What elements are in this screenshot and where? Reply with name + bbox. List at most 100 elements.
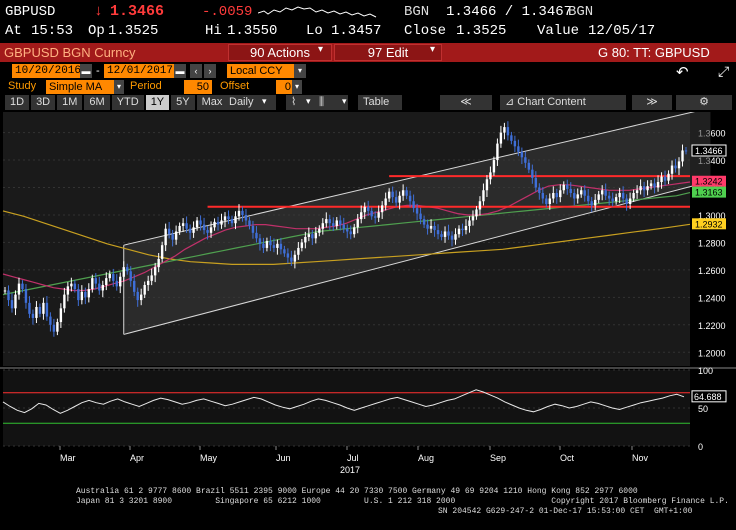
candle-chart-icon[interactable]: ⫼ <box>314 95 348 110</box>
price-chart[interactable]: 1.36001.34001.32001.30001.28001.26001.24… <box>0 112 736 490</box>
candle-body <box>223 216 227 221</box>
undo-icon[interactable]: ↶ <box>676 64 689 81</box>
offset-input[interactable]: 0 <box>276 80 294 94</box>
zoom-icon[interactable]: ⤢ <box>718 63 730 79</box>
expand-right-icon[interactable]: ≫ <box>632 95 672 110</box>
candle-body <box>670 165 674 174</box>
edit-menu-button[interactable]: 97 Edit <box>334 44 442 61</box>
frequency-select[interactable]: Daily <box>224 95 276 110</box>
study-dropdown-icon[interactable]: ▾ <box>114 80 124 94</box>
candle-body <box>80 291 84 301</box>
range-button-1y[interactable]: 1Y <box>145 95 170 110</box>
candle-body <box>639 186 642 191</box>
candle-body <box>77 289 80 301</box>
year-label: 2017 <box>340 465 360 475</box>
price-tick-label: 1.2400 <box>698 293 726 303</box>
candle-body <box>188 228 192 233</box>
candle-body <box>28 302 31 314</box>
period-label: Period <box>130 80 162 92</box>
candle-body <box>171 234 174 240</box>
close-price: 1.3525 <box>456 23 507 39</box>
candle-body <box>506 127 510 136</box>
end-date-field[interactable]: 12/01/2017 <box>104 64 177 78</box>
candle-body <box>447 231 450 236</box>
study-row: Study Simple MA ▾ Period 50 Offset 0 ▾ <box>0 79 736 94</box>
candle-body <box>153 267 157 276</box>
table-button[interactable]: Table <box>358 95 402 110</box>
candle-body <box>349 231 352 235</box>
candle-body <box>265 241 269 248</box>
range-button-1d[interactable]: 1D <box>5 95 30 110</box>
start-date-field[interactable]: 10/20/2016 <box>12 64 85 78</box>
candle-body <box>482 190 485 202</box>
candle-body <box>45 302 49 317</box>
study-select[interactable]: Simple MA <box>46 80 116 94</box>
line-chart-icon[interactable]: ⌇ <box>286 95 314 110</box>
candle-body <box>174 231 178 240</box>
month-label: Oct <box>560 453 575 463</box>
quote-source-2: BGN <box>568 4 594 20</box>
candle-body <box>660 176 663 183</box>
prev-period-icon[interactable]: ‹ <box>190 64 202 78</box>
function-code: G 80: TT: GBPUSD <box>598 45 710 60</box>
price-tick-label: 1.3400 <box>698 156 726 166</box>
candle-body <box>625 198 628 204</box>
footer-contacts-1: Australia 61 2 9777 8600 Brazil 5511 239… <box>76 487 638 496</box>
candle-body <box>262 243 265 248</box>
candle-body <box>346 228 349 232</box>
candle-body <box>391 191 394 198</box>
candle-body <box>667 173 670 181</box>
candle-body <box>272 245 276 248</box>
candle-body <box>597 194 600 200</box>
range-button-5y[interactable]: 5Y <box>171 95 195 110</box>
candle-body <box>98 283 101 291</box>
range-button-ytd[interactable]: YTD <box>111 95 144 110</box>
candle-body <box>478 201 482 210</box>
candle-body <box>360 212 363 220</box>
price-label-text: 1.2932 <box>695 219 723 229</box>
candle-body <box>150 275 153 281</box>
end-calendar-button[interactable]: ▬ <box>174 64 186 78</box>
range-button-max[interactable]: Max <box>196 95 228 110</box>
candle-body <box>412 201 415 209</box>
candle-body <box>394 197 398 203</box>
settings-gear-icon[interactable]: ⚙ <box>676 95 732 110</box>
range-button-1m[interactable]: 1M <box>57 95 83 110</box>
offset-label: Offset <box>220 80 250 92</box>
candle-body <box>126 267 129 272</box>
study-label: Study <box>8 80 37 92</box>
candle-body <box>534 177 538 188</box>
next-period-icon[interactable]: › <box>204 64 216 78</box>
currency-dropdown-icon[interactable]: ▾ <box>294 64 306 78</box>
candle-body <box>419 213 422 220</box>
oscillator-tick-label: 100 <box>698 366 713 376</box>
candle-body <box>164 228 167 246</box>
chart-content-button[interactable]: ⊿ Chart Content <box>500 95 626 110</box>
price-label-text: 1.3242 <box>695 177 723 187</box>
candle-body <box>548 198 551 204</box>
candle-body <box>255 232 258 239</box>
candle-body <box>38 306 42 314</box>
month-label: May <box>200 453 218 463</box>
candle-body <box>353 227 356 235</box>
value-date: 12/05/17 <box>588 23 656 39</box>
candle-body <box>363 206 366 213</box>
currency-select[interactable]: Local CCY <box>227 64 295 78</box>
actions-menu-button[interactable]: 90 Actions <box>228 44 332 61</box>
range-button-3d[interactable]: 3D <box>31 95 56 110</box>
date-separator: - <box>96 65 100 77</box>
offset-dropdown-icon[interactable]: ▾ <box>292 80 302 94</box>
candle-body <box>112 274 115 281</box>
frequency-dropdown-icon: ▾ <box>262 96 267 106</box>
collapse-left-icon[interactable]: ≪ <box>440 95 492 110</box>
ticker: GBPUSD <box>5 4 56 20</box>
edit-dropdown-icon: ▾ <box>430 44 436 55</box>
chart-content-icon: ⊿ <box>505 96 518 108</box>
start-calendar-button[interactable]: ▬ <box>80 64 92 78</box>
oscillator-label-text: 64.688 <box>694 392 722 402</box>
month-label: Aug <box>418 453 434 463</box>
candle-body <box>339 220 342 225</box>
period-input[interactable]: 50 <box>184 80 212 94</box>
range-button-6m[interactable]: 6M <box>84 95 110 110</box>
quote-time: 15:53 <box>31 23 74 39</box>
